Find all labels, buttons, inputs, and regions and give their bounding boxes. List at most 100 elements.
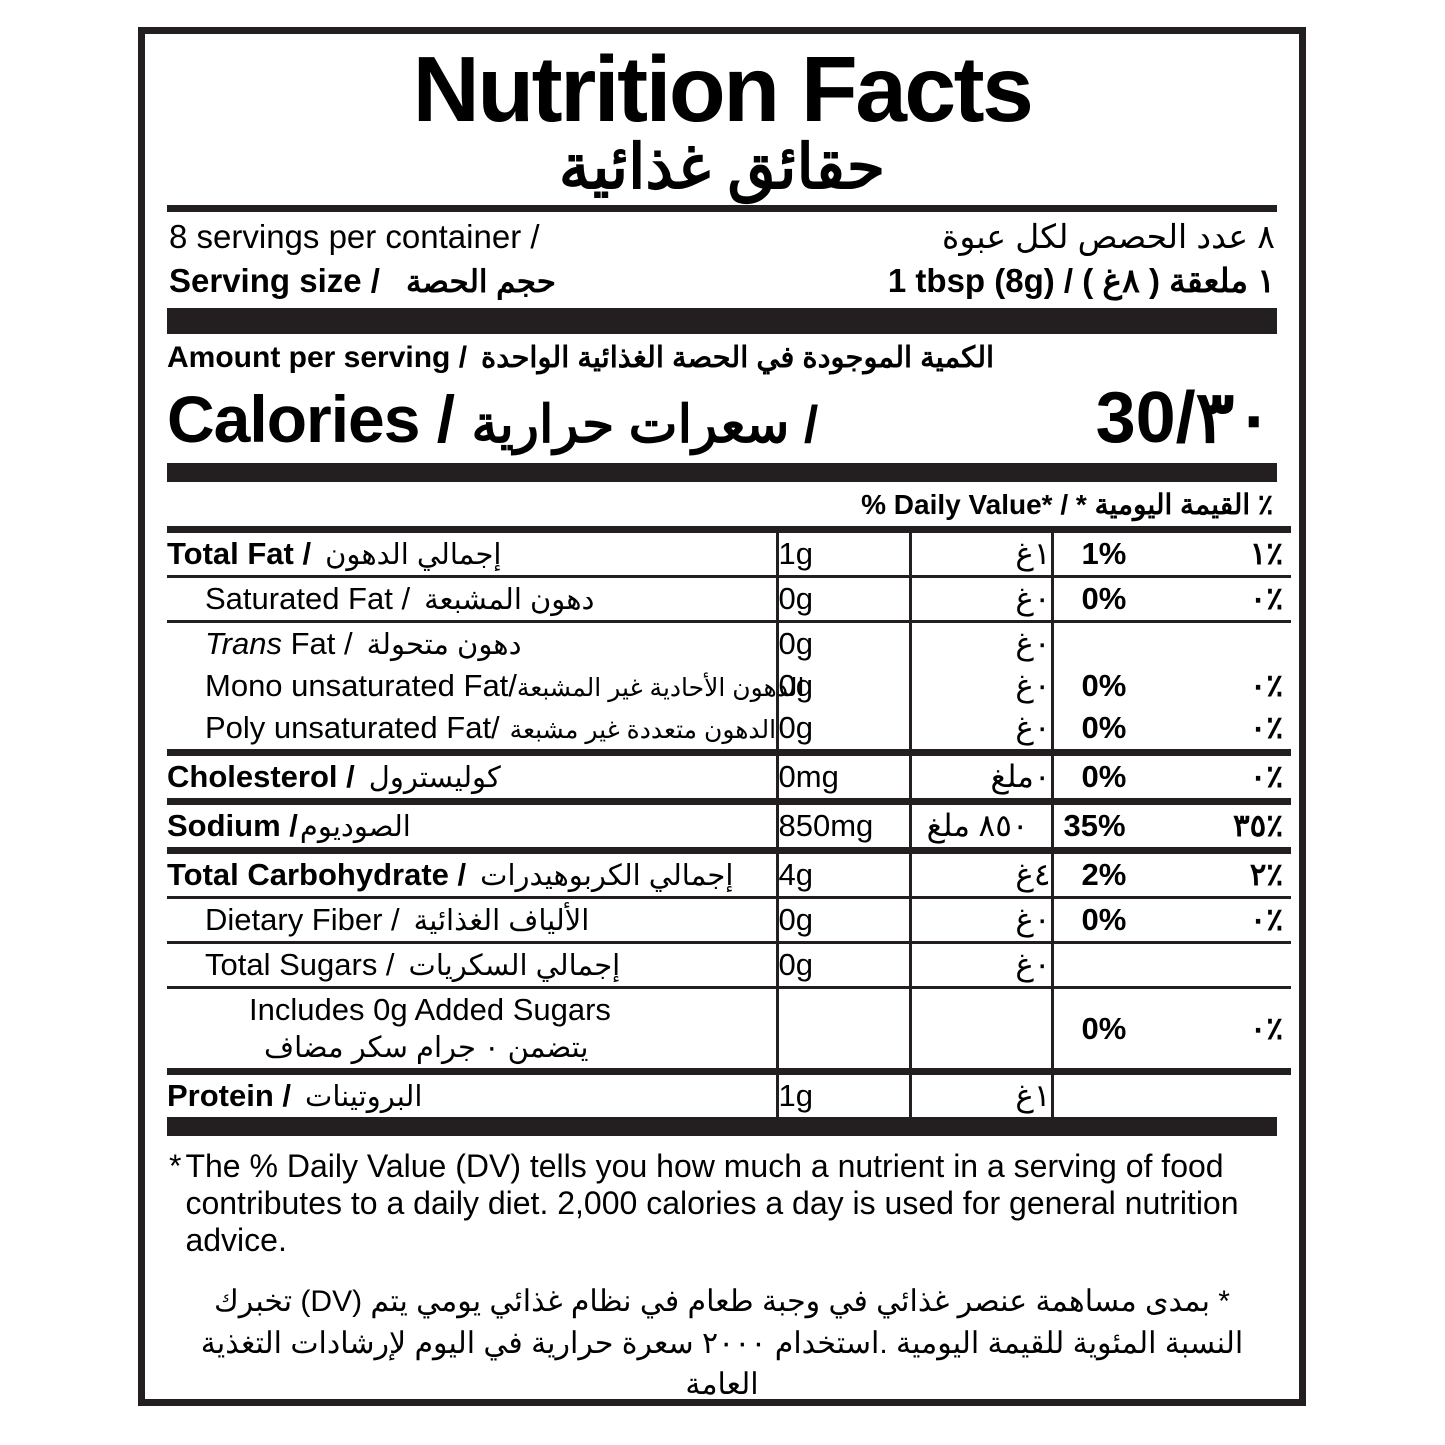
- dv-ar: ٪٠: [1249, 759, 1283, 795]
- nutrient-amount-ar-dietary-fiber: ٠غ: [908, 899, 1052, 943]
- divider-row: [167, 986, 1291, 990]
- nutrient-label-ar: دهون متحولة: [366, 629, 522, 662]
- nutrient-name-trans-fat: Trans Fat / دهون متحولة: [167, 623, 777, 665]
- nutrient-name-mono-unsaturated-fat: Mono unsaturated Fat/ الدهون الأحادية غي…: [167, 665, 804, 707]
- divider-row: [167, 941, 1291, 945]
- nutrient-label-en: Total Sugars /: [205, 947, 395, 983]
- nutrient-amount-ar-total-fat: ١غ: [908, 533, 1052, 577]
- dv-ar: ٪١: [1249, 536, 1283, 572]
- footnote-english: * The % Daily Value (DV) tells you how m…: [167, 1136, 1277, 1259]
- nutrient-label-ar: الدهون متعددة غير مشبعة: [509, 716, 777, 745]
- calories-label-en: Calories /: [167, 382, 455, 457]
- servings-per-container-en: 8 servings per container /: [169, 218, 540, 256]
- table-row: Total Fat / إجمالي الدهون 1g ١غ 1% ٪١: [167, 533, 1291, 577]
- nutrient-dv-poly-unsaturated-fat: 0% ٪٠: [1050, 707, 1291, 753]
- table-row: Protein / البروتينات 1g ١غ: [167, 1075, 1291, 1118]
- divider-row: [167, 896, 1291, 900]
- nutrient-name-dietary-fiber: Dietary Fiber / الألياف الغذائية: [167, 899, 777, 943]
- nutrient-amount-trans-fat: 0g: [775, 623, 910, 666]
- nutrient-label-ar: البروتينات: [305, 1081, 423, 1114]
- nutrient-label-ar: الصوديوم: [299, 811, 411, 844]
- table-row: Cholesterol / كوليسترول 0mg ٠ملغ 0% ٪٠: [167, 756, 1291, 802]
- nutrient-amount-ar-saturated-fat: ٠غ: [908, 578, 1052, 622]
- nutrient-label-ar: الألياف الغذائية: [413, 905, 590, 938]
- dv-en: 0%: [1081, 1010, 1127, 1046]
- dv-ar: ٪٠: [1249, 668, 1283, 704]
- nutrient-label-en: Total Fat /: [167, 536, 312, 572]
- calories-label-ar: سعرات حرارية /: [471, 396, 819, 455]
- nutrient-dv-dietary-fiber: 0% ٪٠: [1050, 899, 1291, 943]
- nutrient-dv-total-carbohydrate: 2% ٪٢: [1050, 854, 1291, 898]
- serving-size-row: Serving size / حجم الحصة ١ ملعقة ( ٨غ ) …: [167, 256, 1277, 308]
- page-title: Nutrition Facts: [412, 37, 1034, 141]
- nutrient-amount-added-sugars: [775, 989, 910, 1072]
- nutrient-dv-added-sugars: 0% ٪٠: [1050, 989, 1291, 1072]
- nutrient-label-en: Protein /: [167, 1078, 292, 1114]
- dv-en: 35%: [1063, 808, 1126, 844]
- nutrient-name-total-sugars: Total Sugars / إجمالي السكريات: [167, 944, 777, 988]
- nutrient-amount-cholesterol: 0mg: [775, 756, 910, 802]
- nutrient-dv-sodium: 35% ٪٣٥: [1050, 805, 1291, 851]
- nutrient-dv-mono-unsaturated-fat: 0% ٪٠: [1050, 665, 1291, 708]
- footnote-text-ar: بمدى مساهمة عنصر غذائي في وجبة طعام في ن…: [200, 1285, 1244, 1402]
- table-row: Total Sugars / إجمالي السكريات 0g ٠غ: [167, 944, 1291, 988]
- nutrient-name-saturated-fat: Saturated Fat / دهون المشبعة: [167, 578, 777, 622]
- divider-row: [167, 798, 1291, 808]
- dv-en: 0%: [1081, 710, 1127, 746]
- nutrient-amount-ar-total-sugars: ٠غ: [908, 944, 1052, 988]
- nutrient-label-ar: إجمالي الكربوهيدرات: [480, 860, 734, 893]
- servings-per-container-row: 8 servings per container / ٨ عدد الحصص ل…: [167, 212, 1277, 256]
- table-row: Saturated Fat / دهون المشبعة 0g ٠غ 0% ٪٠: [167, 578, 1291, 622]
- nutrient-label-en: Total Carbohydrate /: [167, 857, 467, 893]
- added-sugars-ar: يتضمن ٠ جرام سكر مضاف: [264, 1032, 589, 1065]
- divider-row: [167, 749, 1291, 759]
- nutrient-label-en: Sodium /: [167, 808, 298, 844]
- nutrient-name-added-sugars: Includes 0g Added Sugars يتضمن ٠ جرام سك…: [167, 989, 777, 1072]
- dv-en: 0%: [1081, 759, 1127, 795]
- nutrient-label-ar: إجمالي السكريات: [408, 950, 621, 983]
- dv-ar: ٪٠: [1249, 581, 1283, 617]
- nutrient-label-en: Cholesterol /: [167, 759, 355, 795]
- divider-row: [167, 1068, 1291, 1078]
- nutrient-name-sodium: Sodium / الصوديوم: [167, 805, 777, 851]
- amount-per-serving-row: Amount per serving / الكمية الموجودة في …: [167, 334, 1277, 375]
- nutrient-amount-ar-cholesterol: ٠ملغ: [908, 756, 1052, 802]
- footnote-asterisk-ar: *: [1218, 1285, 1230, 1319]
- nutrient-label-en: Dietary Fiber /: [205, 902, 400, 938]
- nutrient-label-en-italic: Trans: [205, 626, 282, 662]
- added-sugars-en: Includes 0g Added Sugars: [249, 992, 611, 1028]
- daily-value-header: ٪ القيمة اليومية * % Daily Value* /: [167, 482, 1277, 526]
- dv-ar: ٪٠: [1249, 710, 1283, 746]
- serving-size-value-ar: ١ ملعقة ( ٨غ ): [1082, 262, 1275, 300]
- serving-size-label-ar: حجم الحصة: [405, 264, 556, 300]
- nutrient-label-ar: دهون المشبعة: [424, 584, 595, 617]
- amount-per-serving-ar: الكمية الموجودة في الحصة الغذائية الواحد…: [481, 342, 995, 375]
- table-row: Dietary Fiber / الألياف الغذائية 0g ٠غ 0…: [167, 899, 1291, 943]
- nutrient-name-poly-unsaturated-fat: Poly unsaturated Fat/ الدهون متعددة غير …: [167, 707, 777, 753]
- nutrient-amount-total-fat: 1g: [775, 533, 910, 577]
- serving-size-label-en: Serving size /: [169, 262, 380, 300]
- divider-above-total-fat: [167, 526, 1291, 536]
- serving-size-value-en: 1 tbsp (8g) /: [887, 262, 1074, 300]
- daily-value-header-en: % Daily Value* /: [861, 489, 1069, 521]
- divider-under-calories: [167, 463, 1277, 483]
- dv-en: 1%: [1081, 536, 1127, 572]
- nutrient-dv-total-fat: 1% ٪١: [1050, 533, 1291, 577]
- nutrient-amount-dietary-fiber: 0g: [775, 899, 910, 943]
- nutrient-amount-saturated-fat: 0g: [775, 578, 910, 622]
- footnote-arabic: * بمدى مساهمة عنصر غذائي في وجبة طعام في…: [167, 1259, 1277, 1405]
- nutrient-name-protein: Protein / البروتينات: [167, 1075, 777, 1117]
- dv-en: 0%: [1081, 581, 1127, 617]
- serving-size-value: ١ ملعقة ( ٨غ ) 1 tbsp (8g) /: [888, 261, 1275, 300]
- nutrient-label-en: Fat /: [290, 626, 353, 662]
- dv-ar: ٪٠: [1249, 1010, 1283, 1046]
- servings-per-container-ar: ٨ عدد الحصص لكل عبوة: [942, 218, 1275, 256]
- table-row: Includes 0g Added Sugars يتضمن ٠ جرام سك…: [167, 989, 1291, 1072]
- nutrient-dv-protein: [1050, 1075, 1291, 1118]
- nutrient-amount-sodium: 850mg: [775, 805, 910, 851]
- dv-ar: ٪٠: [1249, 902, 1283, 938]
- footnote-text-en: The % Daily Value (DV) tells you how muc…: [185, 1148, 1239, 1259]
- nutrient-dv-cholesterol: 0% ٪٠: [1050, 756, 1291, 802]
- nutrient-amount-ar-mono-unsaturated-fat: ٠غ: [908, 665, 1052, 708]
- nutrient-amount-ar-sodium: ٨٥٠ ملغ: [908, 805, 1052, 851]
